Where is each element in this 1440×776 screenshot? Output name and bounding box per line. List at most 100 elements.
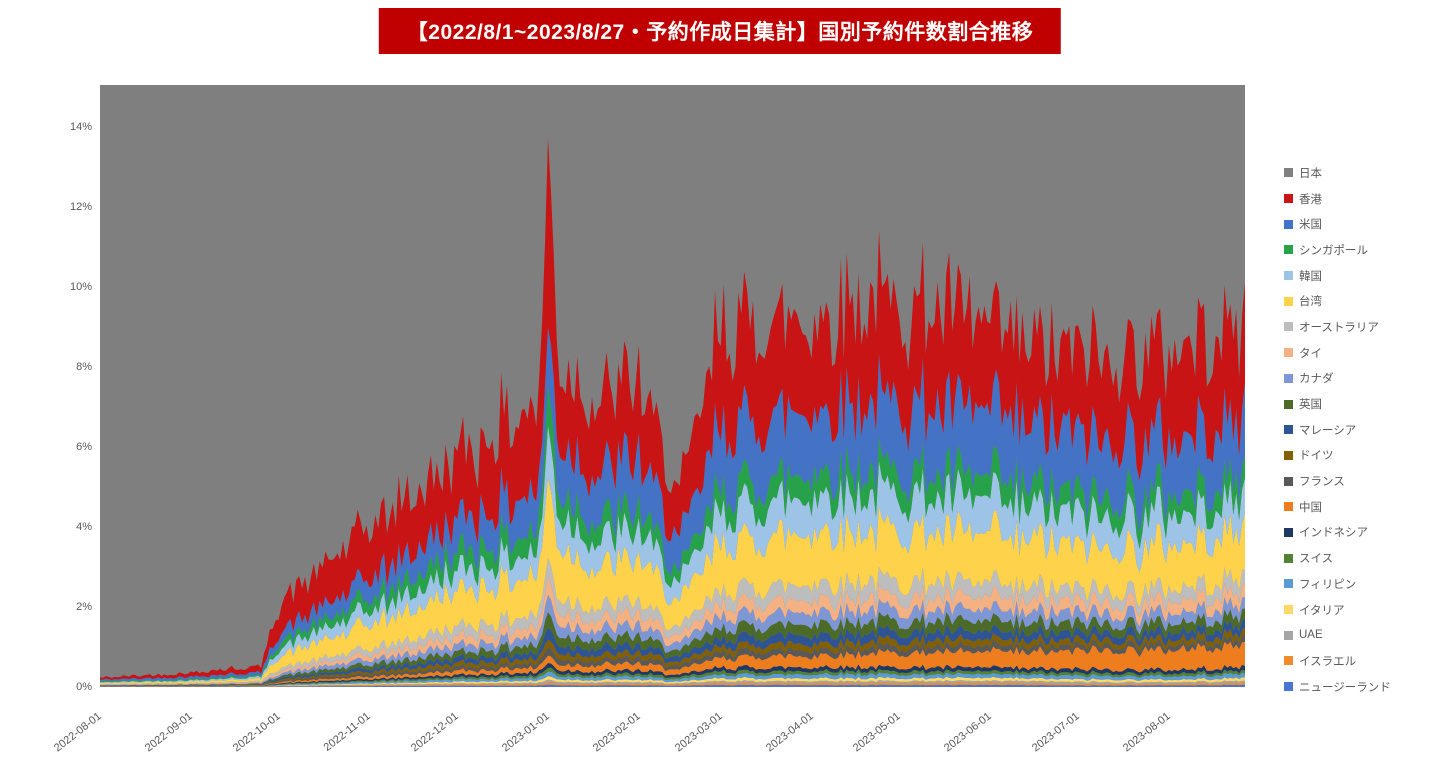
series-area bbox=[100, 384, 1245, 683]
legend-item: イスラエル bbox=[1284, 648, 1391, 674]
y-axis-label: 8% bbox=[76, 361, 92, 373]
legend-swatch-icon bbox=[1284, 194, 1293, 204]
plot-area bbox=[100, 85, 1245, 687]
legend-label: イタリア bbox=[1299, 604, 1345, 617]
legend-item: 中国 bbox=[1284, 494, 1391, 520]
y-axis-label: 2% bbox=[76, 601, 92, 613]
legend-item: ドイツ bbox=[1284, 443, 1391, 469]
series-area bbox=[100, 684, 1245, 687]
series-area bbox=[100, 594, 1245, 686]
series-area bbox=[100, 676, 1245, 687]
legend-swatch-icon bbox=[1284, 527, 1293, 537]
legend-swatch-icon bbox=[1284, 322, 1293, 332]
legend-swatch-icon bbox=[1284, 476, 1293, 486]
legend-item: オーストラリア bbox=[1284, 314, 1391, 340]
legend-label: フィリピン bbox=[1299, 578, 1357, 591]
series-area bbox=[100, 641, 1245, 687]
legend-label: スイス bbox=[1299, 553, 1334, 566]
legend-label: シンガポール bbox=[1299, 244, 1368, 257]
legend-item: 英国 bbox=[1284, 391, 1391, 417]
legend-swatch-icon bbox=[1284, 579, 1293, 589]
x-axis-label: 2023-04-01 bbox=[763, 710, 816, 755]
legend-label: 香港 bbox=[1299, 193, 1322, 206]
series-area bbox=[100, 425, 1245, 684]
legend-label: 英国 bbox=[1299, 399, 1322, 412]
series-area bbox=[100, 477, 1245, 685]
legend-item: 日本 bbox=[1284, 160, 1391, 186]
legend-item: シンガポール bbox=[1284, 237, 1391, 263]
y-axis-label: 4% bbox=[76, 521, 92, 533]
legend-item: 台湾 bbox=[1284, 288, 1391, 314]
legend-label: ニュージーランド bbox=[1299, 681, 1391, 694]
x-axis-label: 2022-08-01 bbox=[51, 710, 104, 755]
legend-label: 日本 bbox=[1299, 167, 1322, 180]
legend-label: 韓国 bbox=[1299, 270, 1322, 283]
legend-item: 米国 bbox=[1284, 211, 1391, 237]
legend-label: タイ bbox=[1299, 347, 1322, 360]
series-area bbox=[100, 558, 1245, 685]
legend-swatch-icon bbox=[1284, 219, 1293, 229]
legend-label: 中国 bbox=[1299, 501, 1322, 514]
series-area bbox=[100, 634, 1245, 687]
x-axis-label: 2023-03-01 bbox=[672, 710, 725, 755]
x-axis-label: 2023-01-01 bbox=[499, 710, 552, 755]
legend-swatch-icon bbox=[1284, 502, 1293, 512]
series-area bbox=[100, 138, 1245, 681]
series-area bbox=[100, 576, 1245, 686]
series-area bbox=[100, 667, 1245, 687]
legend-swatch-icon bbox=[1284, 682, 1293, 692]
legend-swatch-icon bbox=[1284, 373, 1293, 383]
legend-item: ニュージーランド bbox=[1284, 674, 1391, 700]
legend-item: マレーシア bbox=[1284, 417, 1391, 443]
legend-label: オーストラリア bbox=[1299, 321, 1379, 334]
legend-swatch-icon bbox=[1284, 168, 1293, 178]
series-area bbox=[100, 619, 1245, 686]
x-axis-label: 2023-07-01 bbox=[1030, 710, 1082, 755]
legend-label: UAE bbox=[1299, 629, 1323, 642]
y-axis-label: 14% bbox=[69, 121, 92, 133]
legend-label: ドイツ bbox=[1299, 450, 1334, 463]
series-area bbox=[100, 679, 1245, 687]
chart-title-banner: 【2022/8/1~2023/8/27・予約作成日集計】国別予約件数割合推移 bbox=[378, 8, 1062, 54]
legend-swatch-icon bbox=[1284, 605, 1293, 615]
legend-item: フランス bbox=[1284, 468, 1391, 494]
legend-swatch-icon bbox=[1284, 348, 1293, 358]
legend-label: イスラエル bbox=[1299, 655, 1357, 668]
legend-label: 台湾 bbox=[1299, 296, 1322, 309]
chart-title: 【2022/8/1~2023/8/27・予約作成日集計】国別予約件数割合推移 bbox=[406, 21, 1034, 44]
legend-swatch-icon bbox=[1284, 630, 1293, 640]
legend-swatch-icon bbox=[1284, 425, 1293, 435]
legend-label: インドネシア bbox=[1299, 527, 1368, 540]
legend-swatch-icon bbox=[1284, 245, 1293, 255]
series-area bbox=[100, 671, 1245, 687]
stacked-area-chart bbox=[100, 85, 1245, 687]
legend-swatch-icon bbox=[1284, 450, 1293, 460]
x-axis-label: 2023-06-01 bbox=[942, 710, 994, 755]
legend-swatch-icon bbox=[1284, 271, 1293, 281]
chart-legend: 日本香港米国シンガポール 韓国台湾オーストラリア タイカナダ英国マレーシアドイツフラ… bbox=[1284, 160, 1391, 699]
x-axis-label: 2022-11-01 bbox=[322, 710, 374, 754]
x-axis-label: 2023-08-01 bbox=[1120, 710, 1173, 755]
legend-label: 米国 bbox=[1299, 219, 1322, 232]
legend-swatch-icon bbox=[1284, 656, 1293, 666]
legend-label: マレーシア bbox=[1299, 424, 1357, 437]
legend-item: UAE bbox=[1284, 622, 1391, 648]
x-axis-label: 2023-05-01 bbox=[851, 710, 904, 755]
y-axis-label: 12% bbox=[69, 201, 92, 213]
y-axis-label: 6% bbox=[76, 441, 92, 453]
series-area bbox=[100, 608, 1245, 686]
legend-label: フランス bbox=[1299, 476, 1345, 489]
legend-item: カナダ bbox=[1284, 366, 1391, 392]
legend-item: 韓国 bbox=[1284, 263, 1391, 289]
legend-swatch-icon bbox=[1284, 553, 1293, 563]
series-area bbox=[100, 628, 1245, 687]
series-area bbox=[100, 326, 1245, 682]
y-axis-label: 10% bbox=[69, 281, 92, 293]
legend-item: 香港 bbox=[1284, 186, 1391, 212]
legend-item: イタリア bbox=[1284, 597, 1391, 623]
legend-label: カナダ bbox=[1299, 373, 1334, 386]
legend-swatch-icon bbox=[1284, 296, 1293, 306]
legend-swatch-icon bbox=[1284, 399, 1293, 409]
legend-item: タイ bbox=[1284, 340, 1391, 366]
